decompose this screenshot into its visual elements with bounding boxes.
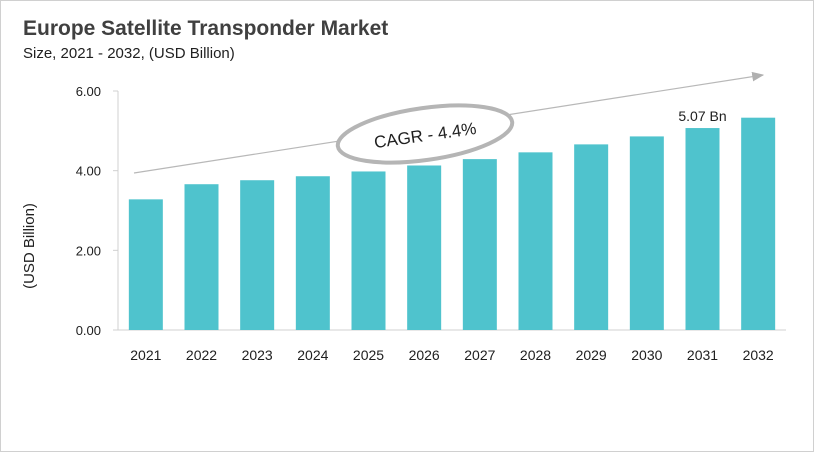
x-tick-label: 2029	[576, 347, 607, 363]
x-tick-label: 2025	[353, 347, 384, 363]
y-axis-label: (USD Billion)	[21, 203, 38, 289]
bar-2028	[518, 152, 553, 330]
y-tick-label: 2.00	[76, 243, 101, 258]
bar-2030	[629, 136, 664, 330]
y-tick-label: 6.00	[76, 84, 101, 99]
x-tick-label: 2022	[186, 347, 217, 363]
cagr-ellipse	[335, 103, 515, 165]
value-label: 5.07 Bn	[678, 108, 726, 124]
bar-2025	[351, 171, 386, 330]
bar-2024	[295, 176, 330, 330]
chart-title: Europe Satellite Transponder Market	[23, 17, 389, 40]
bar-2031	[685, 128, 720, 330]
x-tick-label: 2031	[687, 347, 718, 363]
bar-2027	[462, 159, 497, 330]
bar-2026	[407, 165, 442, 330]
x-tick-label: 2032	[743, 347, 774, 363]
y-tick-label: 0.00	[76, 323, 101, 338]
x-tick-label: 2023	[242, 347, 273, 363]
y-tick-label: 4.00	[76, 164, 101, 179]
bar-2029	[574, 144, 609, 330]
x-tick-label: 2026	[409, 347, 440, 363]
x-tick-label: 2024	[297, 347, 328, 363]
x-tick-label: 2028	[520, 347, 551, 363]
x-tick-label: 2021	[130, 347, 161, 363]
bar-2022	[184, 184, 219, 330]
x-tick-label: 2027	[464, 347, 495, 363]
bar-2021	[128, 199, 163, 330]
x-tick-label: 2030	[631, 347, 662, 363]
bar-2023	[240, 180, 275, 330]
chart-subtitle: Size, 2021 - 2032, (USD Billion)	[23, 45, 235, 62]
bar-2032	[741, 117, 776, 331]
